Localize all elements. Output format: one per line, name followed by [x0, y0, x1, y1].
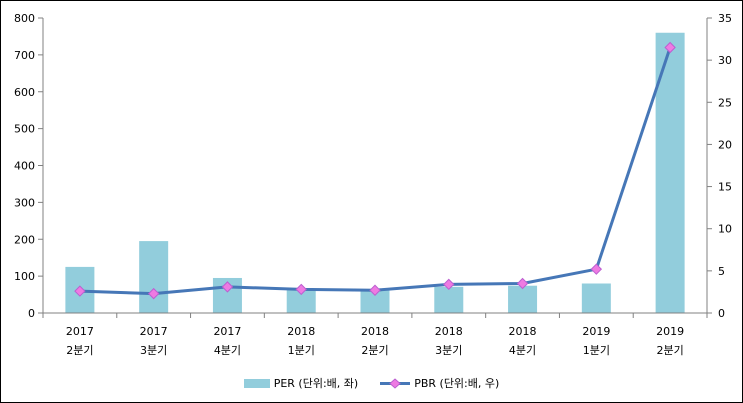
left-axis-label-400: 400	[14, 160, 35, 173]
x-label-year-4: 2018	[361, 325, 389, 338]
x-label-quarter-4: 2분기	[361, 344, 388, 357]
x-label-year-3: 2018	[287, 325, 315, 338]
pbr-marker-5	[443, 278, 455, 291]
pbr-marker-4	[369, 284, 381, 296]
per-bar-3	[286, 289, 316, 313]
legend-item-pbr: PBR (단위:배, 우)	[380, 375, 499, 391]
right-axis-label-20: 20	[718, 138, 732, 151]
x-label-quarter-1: 3분기	[140, 344, 167, 357]
per-bar-5	[434, 286, 464, 313]
chart-legend: PER (단위:배, 좌) PBR (단위:배, 우)	[1, 373, 742, 393]
x-label-year-1: 2017	[140, 325, 168, 338]
per-bar-6	[508, 285, 538, 313]
per-legend-label: PER (단위:배, 좌)	[273, 377, 359, 390]
right-axis-label-0: 0	[718, 307, 725, 320]
right-axis-label-25: 25	[718, 96, 732, 109]
x-label-quarter-2: 4분기	[214, 344, 241, 357]
pbr-line-legend-swatch	[380, 377, 411, 389]
pbr-marker-6	[516, 277, 529, 290]
left-axis-label-300: 300	[14, 196, 35, 209]
right-axis-label-10: 10	[718, 223, 732, 236]
x-label-quarter-7: 1분기	[583, 344, 610, 357]
left-axis-label-200: 200	[14, 233, 35, 246]
left-axis-label-0: 0	[28, 307, 35, 320]
x-label-year-2: 2017	[213, 325, 241, 338]
x-label-year-6: 2018	[509, 325, 537, 338]
x-label-quarter-0: 2분기	[66, 344, 93, 357]
x-label-quarter-3: 1분기	[288, 344, 315, 357]
pbr-marker-2	[221, 281, 234, 293]
per-bar-legend-swatch	[243, 378, 270, 388]
left-axis-label-600: 600	[14, 86, 35, 99]
left-axis-label-800: 800	[14, 12, 35, 25]
x-label-year-0: 2017	[66, 325, 94, 338]
pbr-marker-1	[147, 287, 160, 300]
x-label-quarter-6: 4분기	[509, 344, 536, 357]
x-label-year-7: 2019	[582, 325, 610, 338]
x-label-year-8: 2019	[656, 325, 684, 338]
x-label-year-5: 2018	[435, 325, 463, 338]
left-axis-label-100: 100	[14, 270, 35, 283]
pbr-line	[78, 46, 672, 296]
right-axis-label-5: 5	[718, 265, 725, 278]
per-bar-1	[139, 241, 169, 313]
right-axis-label-30: 30	[718, 54, 732, 67]
per-bar-4	[360, 289, 390, 313]
left-axis-label-500: 500	[14, 123, 35, 136]
pbr-marker-0	[74, 285, 86, 297]
x-label-quarter-8: 2분기	[656, 344, 683, 357]
legend-item-per: PER (단위:배, 좌)	[243, 375, 359, 391]
left-axis-label-700: 700	[14, 49, 35, 62]
pbr-marker-8	[664, 41, 676, 54]
right-axis-label-15: 15	[718, 181, 732, 194]
per-bar-7	[581, 283, 611, 313]
pbr-legend-label: PBR (단위:배, 우)	[414, 377, 500, 390]
right-axis-label-35: 35	[718, 12, 732, 25]
pbr-marker-7	[590, 263, 603, 275]
x-label-quarter-5: 3분기	[435, 344, 462, 357]
pbr-marker-3	[295, 283, 307, 296]
